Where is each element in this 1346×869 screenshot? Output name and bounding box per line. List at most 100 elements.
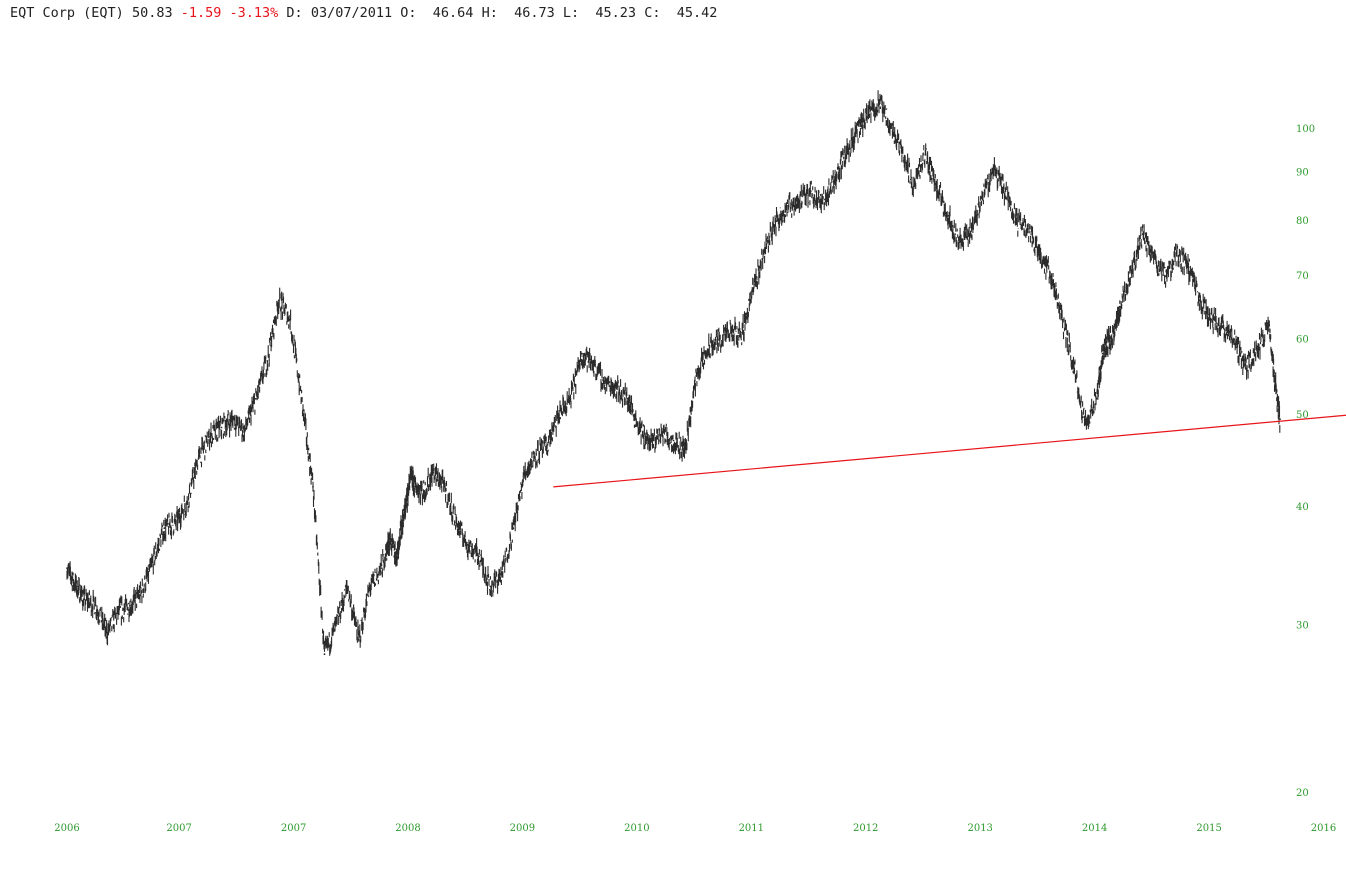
price-point: [75, 585, 78, 588]
price-point: [1084, 422, 1087, 425]
price-point: [947, 215, 949, 217]
price-point: [277, 299, 280, 302]
price-point: [423, 490, 425, 493]
price-point: [615, 386, 618, 388]
price-point: [935, 185, 938, 188]
last-price: 50.83: [131, 5, 173, 21]
price-point: [312, 486, 314, 488]
price-point: [129, 604, 131, 607]
date-label: D:: [286, 5, 303, 21]
price-point: [684, 448, 686, 451]
x-tick-label: 2015: [1196, 823, 1221, 834]
price-point: [581, 352, 583, 355]
price-point: [1107, 338, 1110, 341]
y-tick-label: 60: [1296, 335, 1309, 346]
price-point: [924, 153, 927, 156]
price-point: [369, 585, 372, 588]
price-point: [661, 430, 663, 433]
price-point: [243, 430, 246, 433]
price-point: [1273, 374, 1276, 377]
trendline-layer: [553, 414, 1346, 488]
price-point: [415, 486, 417, 488]
y-tick-label: 40: [1296, 502, 1309, 513]
price-point: [718, 338, 721, 341]
low-label: L:: [562, 5, 580, 21]
x-tick-label: 2009: [510, 823, 535, 834]
price-point: [752, 287, 755, 289]
price-change: -1.59: [180, 5, 222, 21]
price-point: [335, 624, 337, 627]
price-point: [981, 195, 984, 197]
price-point: [729, 332, 732, 334]
price-point: [867, 113, 869, 116]
price-point: [395, 555, 398, 558]
price-point: [706, 349, 709, 352]
price-point: [1164, 275, 1167, 278]
price-point: [466, 543, 469, 546]
price-point: [512, 527, 515, 530]
price-point: [400, 527, 402, 530]
price-point: [388, 538, 391, 541]
price-point: [300, 397, 303, 400]
price-point: [672, 439, 675, 442]
open-label: O:: [400, 5, 417, 21]
y-axis: 20 30 40 50 60 70 80 90 100: [1296, 124, 1315, 799]
price-point: [1256, 349, 1258, 352]
y-tick-label: 100: [1296, 124, 1315, 135]
price-point: [220, 426, 223, 429]
price-point: [1221, 325, 1224, 328]
price-change-percent: -3.13%: [229, 5, 279, 21]
price-point: [1176, 255, 1178, 257]
price-point: [832, 180, 835, 183]
support-trendline: [553, 414, 1346, 488]
price-point: [1199, 299, 1201, 302]
close-label: C:: [644, 5, 661, 21]
price-point: [209, 435, 211, 437]
price-point: [1267, 322, 1270, 324]
price-point: [592, 363, 595, 366]
y-tick-label: 70: [1296, 271, 1309, 282]
price-point: [821, 202, 824, 205]
low-value: 45.23: [595, 5, 637, 21]
price-point: [1244, 367, 1247, 370]
price-point: [844, 153, 847, 156]
price-point: [970, 230, 972, 233]
price-point: [764, 246, 766, 249]
y-tick-label: 50: [1296, 410, 1309, 421]
price-point: [1101, 352, 1104, 355]
price-point: [1141, 233, 1144, 236]
price-point: [404, 506, 407, 508]
price-point: [289, 318, 291, 321]
x-tick-label: 2011: [739, 823, 764, 834]
price-point: [798, 200, 801, 202]
high-label: H:: [481, 5, 498, 21]
date-value: 03/07/2011: [310, 5, 393, 21]
price-point: [603, 382, 606, 385]
price-point: [357, 638, 360, 641]
price-point: [232, 418, 234, 420]
price-point: [489, 585, 492, 588]
price-point: [1004, 190, 1007, 193]
price-point: [455, 521, 457, 524]
price-point: [546, 444, 549, 446]
y-tick-label: 30: [1296, 621, 1309, 632]
price-point: [151, 561, 154, 563]
high-value: 46.73: [514, 5, 555, 21]
price-point: [1279, 418, 1281, 420]
price-point: [558, 414, 560, 416]
price-point: [958, 241, 961, 244]
price-point: [174, 521, 177, 524]
price-point: [1118, 305, 1121, 308]
price-point: [1073, 367, 1075, 370]
price-point: [197, 457, 200, 460]
price-point: [380, 567, 383, 569]
price-point: [1015, 220, 1018, 223]
price-point: [1210, 318, 1213, 321]
x-tick-label: 2012: [853, 823, 878, 834]
price-point: [163, 527, 166, 530]
ticker-name: EQT Corp (EQT): [10, 5, 124, 21]
y-tick-label: 90: [1296, 168, 1309, 179]
price-point: [106, 631, 108, 634]
price-point: [346, 585, 349, 588]
